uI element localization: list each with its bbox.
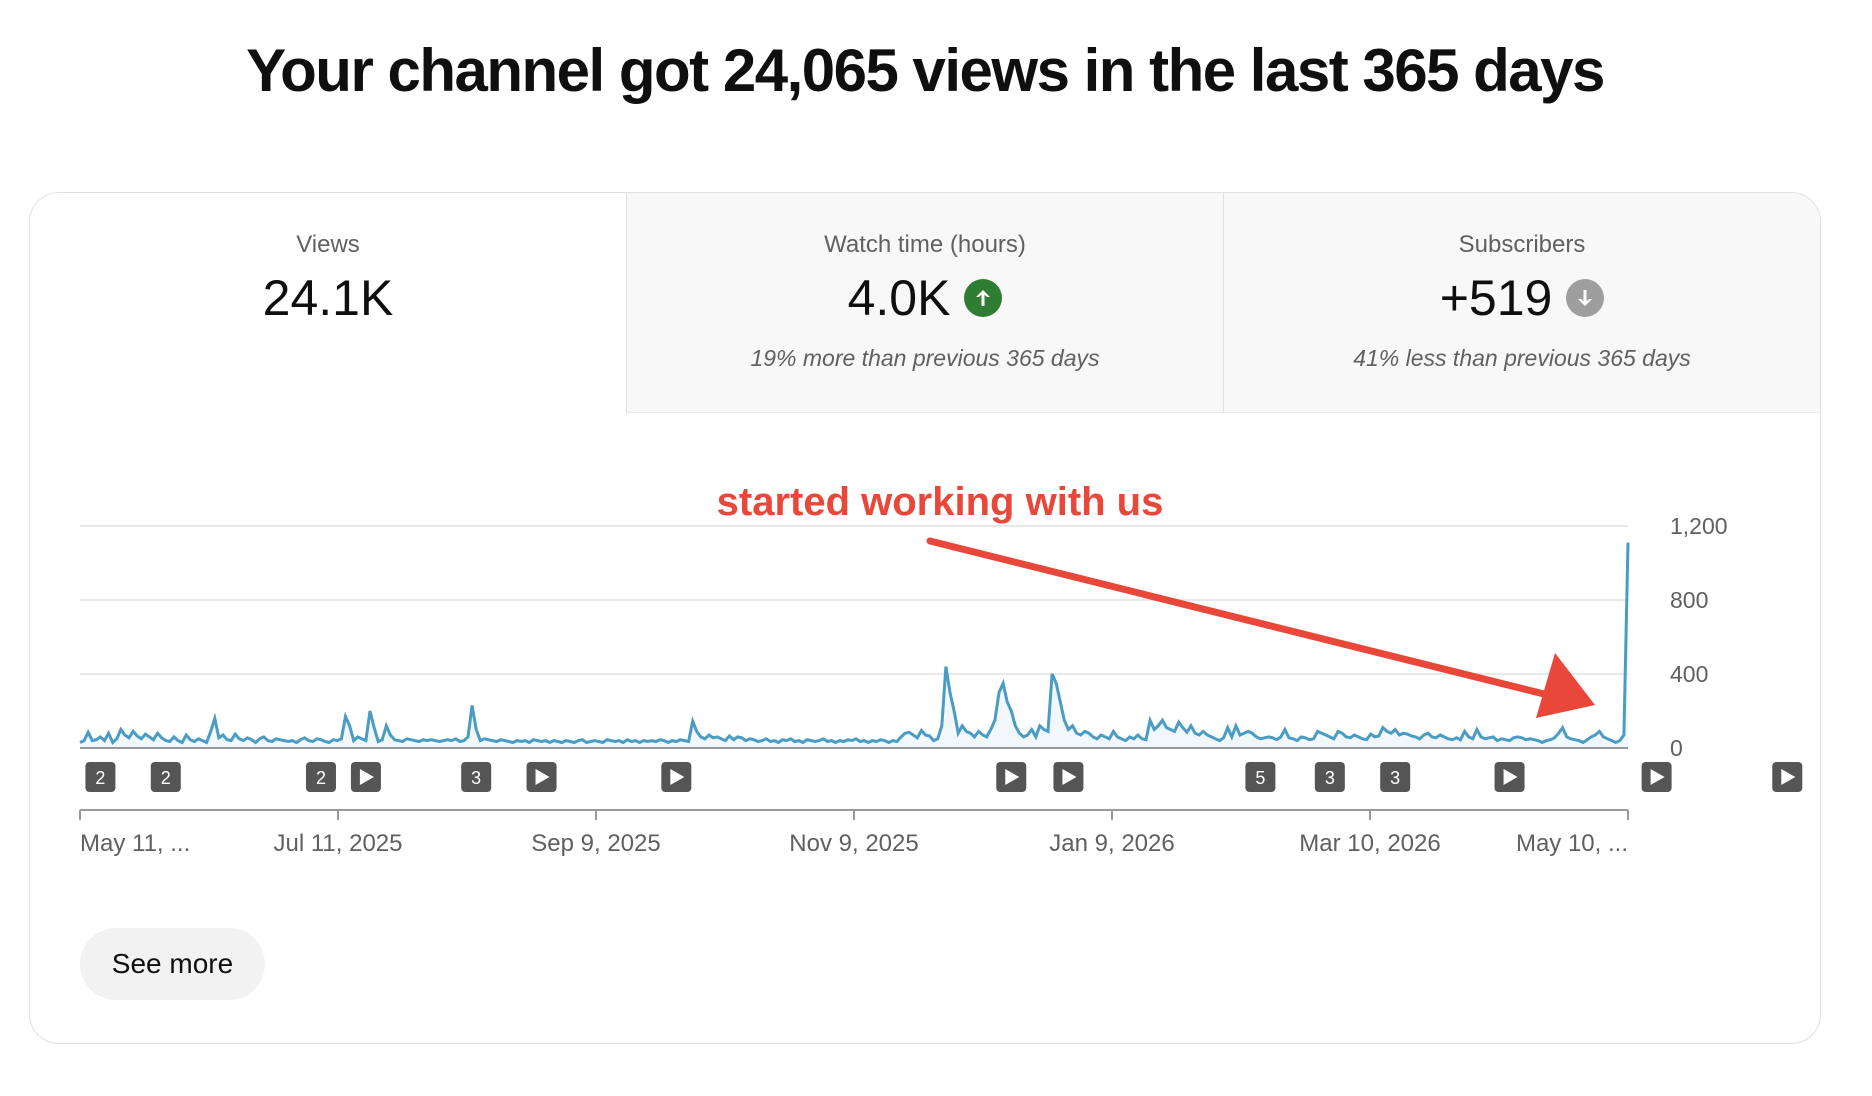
- video-count-marker[interactable]: 2: [85, 762, 116, 792]
- video-marker[interactable]: [350, 762, 381, 792]
- play-icon: [359, 769, 374, 785]
- watch-time-value: 4.0K: [847, 270, 951, 326]
- metric-tabs: Views 24.1K Watch time (hours) 4.0K 19% …: [30, 193, 1820, 413]
- annotation-arrow-icon: [926, 537, 1564, 702]
- views-value: 24.1K: [262, 270, 394, 326]
- views-series-line[interactable]: [79, 542, 1630, 746]
- video-count-marker[interactable]: 3: [1314, 762, 1345, 792]
- see-more-button[interactable]: See more: [80, 928, 265, 1000]
- video-markers: 22235332: [85, 762, 1803, 792]
- tab-views-value: 24.1K: [30, 269, 626, 327]
- x-axis: May 11, ... Jul 11, 2025 Sep 9, 2025 Nov 9,…: [79, 809, 1629, 857]
- x-tick-label: Sep 9, 2025: [531, 830, 660, 857]
- tab-subscribers[interactable]: Subscribers +519 41% less than previous …: [1223, 193, 1820, 413]
- tab-views[interactable]: Views 24.1K: [30, 193, 626, 413]
- marker-count-label: 3: [1390, 768, 1400, 788]
- play-icon: [1062, 769, 1077, 785]
- tab-subscribers-value-row: +519: [1224, 269, 1820, 327]
- tab-watch-time-label: Watch time (hours): [824, 231, 1026, 258]
- marker-count-label: 3: [1325, 768, 1335, 788]
- play-icon: [1503, 769, 1518, 785]
- play-icon: [670, 769, 685, 785]
- video-count-marker[interactable]: 5: [1245, 762, 1276, 792]
- y-tick-label: 800: [1670, 587, 1708, 613]
- video-marker[interactable]: [526, 762, 557, 792]
- subscribers-value: +519: [1439, 270, 1553, 326]
- tab-views-label: Views: [296, 231, 360, 258]
- video-marker[interactable]: [1053, 762, 1084, 792]
- y-axis-labels: 0 400 800 1,200: [1670, 513, 1728, 761]
- chart-grid: [80, 525, 1628, 749]
- marker-count-label: 5: [1255, 768, 1265, 788]
- subscribers-note: 41% less than previous 365 days: [1353, 345, 1691, 371]
- marker-count-label: 2: [95, 768, 105, 788]
- analytics-card: Views 24.1K Watch time (hours) 4.0K 19% …: [29, 192, 1821, 1044]
- annotation: started working with us: [717, 480, 1595, 718]
- play-icon: [1650, 769, 1665, 785]
- video-marker[interactable]: [1641, 762, 1672, 792]
- video-count-marker[interactable]: 3: [461, 762, 492, 792]
- video-marker[interactable]: [661, 762, 692, 792]
- tab-watch-time-value-row: 4.0K: [627, 269, 1223, 327]
- arrow-up-icon: [964, 279, 1003, 317]
- y-tick-label: 0: [1670, 735, 1683, 761]
- y-tick-label: 1,200: [1670, 513, 1728, 539]
- video-marker[interactable]: [996, 762, 1027, 792]
- play-icon: [1005, 769, 1020, 785]
- x-tick-label: Mar 10, 2026: [1299, 830, 1440, 857]
- marker-count-label: 2: [316, 768, 326, 788]
- y-tick-label: 400: [1670, 661, 1708, 687]
- views-area-fill: [80, 542, 1628, 748]
- x-tick-label: Nov 9, 2025: [789, 830, 918, 857]
- annotation-text: started working with us: [717, 480, 1164, 524]
- x-tick-label: May 11, ...: [80, 830, 190, 857]
- annotation-arrowhead-icon: [1536, 653, 1595, 718]
- x-tick-label: Jul 11, 2025: [274, 830, 403, 857]
- marker-count-label: 2: [161, 768, 171, 788]
- watch-time-note: 19% more than previous 365 days: [750, 345, 1100, 371]
- video-count-marker[interactable]: 2: [305, 762, 336, 792]
- play-icon: [535, 769, 550, 785]
- arrow-down-icon: [1566, 279, 1605, 317]
- tab-subscribers-label: Subscribers: [1458, 231, 1586, 258]
- tab-watch-time[interactable]: Watch time (hours) 4.0K 19% more than pr…: [626, 193, 1223, 413]
- x-tick-label: May 10, ...: [1516, 830, 1628, 857]
- video-marker[interactable]: [1772, 762, 1803, 792]
- marker-count-label: 3: [471, 768, 481, 788]
- x-tick-label: Jan 9, 2026: [1049, 830, 1174, 857]
- page-title: Your channel got 24,065 views in the las…: [246, 37, 1605, 104]
- play-icon: [1781, 769, 1796, 785]
- video-count-marker[interactable]: 2: [150, 762, 181, 792]
- video-count-marker[interactable]: 3: [1380, 762, 1411, 792]
- video-marker[interactable]: [1494, 762, 1525, 792]
